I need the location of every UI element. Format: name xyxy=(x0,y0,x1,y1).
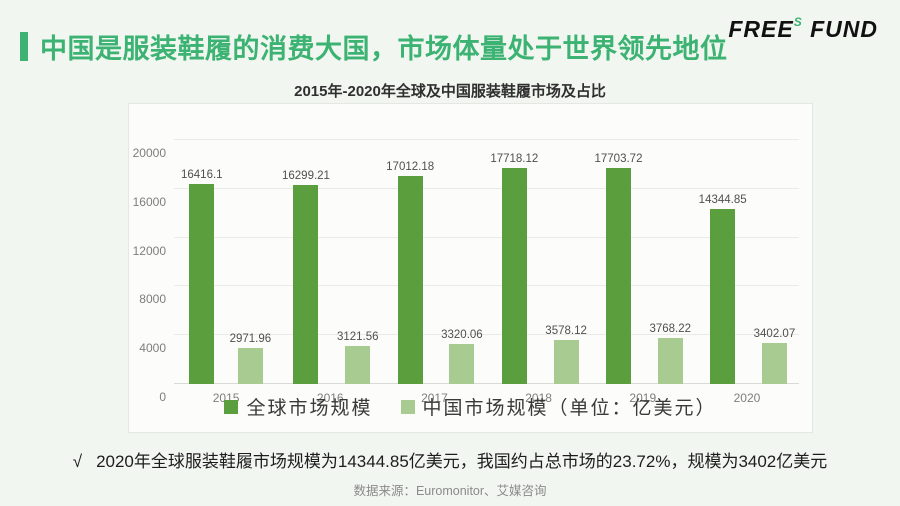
x-tick-label: 2017 xyxy=(421,391,448,405)
gridline-4000: 4000 xyxy=(139,334,799,355)
bar-value-label: 3768.22 xyxy=(649,323,692,336)
legend-swatch-icon xyxy=(400,399,415,414)
gridline-12000: 12000 xyxy=(133,236,799,258)
bar-value-label: 17703.72 xyxy=(594,153,643,166)
bar-wrap: 14344.85 xyxy=(699,194,747,384)
page-title: 中国是服装鞋履的消费大国，市场体量处于世界领先地位 xyxy=(40,34,728,64)
bar-value-label: 2971.96 xyxy=(229,332,272,345)
bar-group-2015: 16416.1 2971.96 2015 xyxy=(174,140,278,405)
summary-note: √ 2020年全球服装鞋履市场规模为14344.85亿美元，我国约占总市场的23.… xyxy=(0,447,900,472)
header: 中国是服装鞋履的消费大国，市场体量处于世界领先地位 xyxy=(20,27,728,66)
bar-全球市场规模-2020 xyxy=(710,209,736,384)
x-tick-label: 2020 xyxy=(733,391,761,405)
logo-word1: FREE xyxy=(728,16,794,42)
bar-wrap: 17703.72 xyxy=(594,153,643,384)
bar-value-label: 14344.85 xyxy=(698,194,747,206)
logo-word2: FUND xyxy=(810,16,878,42)
bar-value-label: 3121.56 xyxy=(336,330,379,343)
bar-wrap: 17012.18 xyxy=(386,161,434,384)
summary-note-text: 2020年全球服装鞋履市场规模为14344.85亿美元，我国约占总市场的23.7… xyxy=(96,452,828,471)
bar-wrap: 16299.21 xyxy=(282,170,330,384)
bar-groups: 16416.1 2971.96 2015 16299.21 3121.56 2016 170… xyxy=(174,140,799,405)
title-accent-bar xyxy=(20,32,28,61)
check-icon: √ xyxy=(72,452,83,471)
y-tick-label: 20000 xyxy=(132,146,166,160)
y-tick-label: 0 xyxy=(159,390,166,404)
bar-value-label: 3320.06 xyxy=(441,328,483,341)
bar-全球市场规模-2019 xyxy=(605,168,631,384)
y-tick-label: 12000 xyxy=(132,243,166,258)
bar-group-2017: 17012.18 3320.06 2017 xyxy=(382,140,486,405)
bar-中国市场规模（单位：亿美元）-2017 xyxy=(449,343,475,384)
legend: 全球市场规模 中国市场规模（单位：亿美元） xyxy=(129,393,812,420)
legend-item: 全球市场规模 xyxy=(224,393,372,420)
x-tick-label: 2018 xyxy=(525,391,552,405)
bar-中国市场规模（单位：亿美元）-2018 xyxy=(553,340,579,384)
bar-value-label: 16299.21 xyxy=(281,170,330,183)
bar-中国市场规模（单位：亿美元）-2015 xyxy=(237,347,263,384)
y-tick-label: 8000 xyxy=(139,292,166,307)
bar-group-2020: 14344.85 3402.07 2020 xyxy=(695,140,799,405)
bar-wrap: 3402.07 xyxy=(753,327,796,384)
bar-wrap: 17718.12 xyxy=(490,153,538,384)
gridline-20000: 20000 xyxy=(133,139,799,160)
data-source: 数据来源：Euromonitor、艾媒咨询 xyxy=(353,484,547,498)
bar-全球市场规模-2016 xyxy=(293,185,319,384)
bar-全球市场规模-2015 xyxy=(189,183,215,384)
brand-logo: FREES FUND xyxy=(728,15,878,43)
gridline-8000: 8000 xyxy=(139,285,799,306)
legend-label: 全球市场规模 xyxy=(246,397,373,419)
logo-sup: S xyxy=(793,15,803,30)
gridline-16000: 16000 xyxy=(133,187,799,209)
bar-中国市场规模（单位：亿美元）-2019 xyxy=(657,338,683,384)
bar-group-2018: 17718.12 3578.12 2018 xyxy=(487,140,591,405)
bar-value-label: 3402.07 xyxy=(753,327,796,340)
legend-swatch-icon xyxy=(224,399,239,414)
gridline-0: 0 xyxy=(159,383,799,404)
bar-value-label: 17718.12 xyxy=(490,152,539,165)
bar-全球市场规模-2017 xyxy=(397,176,423,384)
bar-group-2016: 16299.21 3121.56 2016 xyxy=(278,140,382,405)
bar-wrap: 3768.22 xyxy=(649,323,691,384)
x-tick-label: 2019 xyxy=(629,391,657,405)
legend-item: 中国市场规模（单位：亿美元） xyxy=(400,393,717,420)
bar-wrap: 16416.1 xyxy=(181,169,223,384)
bar-全球市场规模-2018 xyxy=(501,167,527,384)
chart-panel: 0 4000 8000 12000 16000 20000 16416.1 2971.96 2… xyxy=(128,103,813,433)
bar-group-2019: 17703.72 3768.22 2019 xyxy=(591,140,695,405)
bar-value-label: 17012.18 xyxy=(386,161,435,174)
bar-wrap: 3121.56 xyxy=(337,331,379,384)
y-tick-label: 4000 xyxy=(139,341,166,356)
bar-wrap: 2971.96 xyxy=(229,332,272,384)
legend-label: 中国市场规模（单位：亿美元） xyxy=(422,397,717,419)
bar-wrap: 3320.06 xyxy=(441,328,483,384)
bar-中国市场规模（单位：亿美元）-2016 xyxy=(345,345,371,384)
y-tick-label: 16000 xyxy=(132,194,166,209)
bar-value-label: 3578.12 xyxy=(545,325,587,338)
x-tick-label: 2016 xyxy=(316,391,344,405)
bar-wrap: 3578.12 xyxy=(545,325,587,384)
bar-value-label: 16416.1 xyxy=(181,168,223,181)
plot-area: 0 4000 8000 12000 16000 20000 16416.1 2971.96 2… xyxy=(133,139,799,405)
bar-中国市场规模（单位：亿美元）-2020 xyxy=(761,342,787,384)
chart-title: 2015年-2020年全球及中国服装鞋履市场及占比 xyxy=(294,83,606,100)
